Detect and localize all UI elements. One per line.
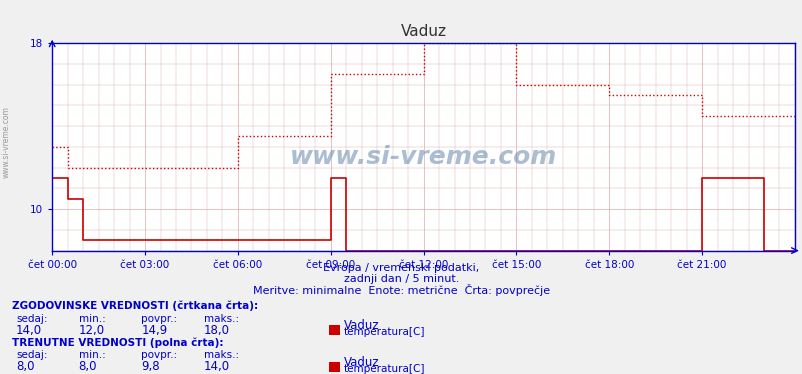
Title: Vaduz: Vaduz	[400, 24, 446, 39]
Text: ZGODOVINSKE VREDNOSTI (črtkana črta):: ZGODOVINSKE VREDNOSTI (črtkana črta):	[12, 300, 258, 310]
Text: 14,9: 14,9	[141, 324, 168, 337]
Text: 14,0: 14,0	[16, 324, 43, 337]
Text: Vaduz: Vaduz	[343, 319, 379, 332]
Text: maks.:: maks.:	[204, 350, 239, 360]
Text: www.si-vreme.com: www.si-vreme.com	[2, 106, 11, 178]
Text: min.:: min.:	[79, 314, 105, 324]
Text: 9,8: 9,8	[141, 360, 160, 373]
Text: www.si-vreme.com: www.si-vreme.com	[290, 145, 557, 169]
Text: povpr.:: povpr.:	[141, 350, 177, 360]
Text: 8,0: 8,0	[16, 360, 34, 373]
Text: min.:: min.:	[79, 350, 105, 360]
Text: povpr.:: povpr.:	[141, 314, 177, 324]
Text: 12,0: 12,0	[79, 324, 105, 337]
Text: temperatura[C]: temperatura[C]	[343, 364, 424, 374]
Text: sedaj:: sedaj:	[16, 314, 47, 324]
Text: 14,0: 14,0	[204, 360, 230, 373]
Text: 18,0: 18,0	[204, 324, 229, 337]
Text: Vaduz: Vaduz	[343, 356, 379, 369]
Text: sedaj:: sedaj:	[16, 350, 47, 360]
Text: Meritve: minimalne  Enote: metrične  Črta: povprečje: Meritve: minimalne Enote: metrične Črta:…	[253, 283, 549, 295]
Text: Evropa / vremenski podatki,: Evropa / vremenski podatki,	[323, 263, 479, 273]
Text: zadnji dan / 5 minut.: zadnji dan / 5 minut.	[343, 275, 459, 284]
Text: maks.:: maks.:	[204, 314, 239, 324]
Text: temperatura[C]: temperatura[C]	[343, 328, 424, 337]
Text: TRENUTNE VREDNOSTI (polna črta):: TRENUTNE VREDNOSTI (polna črta):	[12, 337, 223, 348]
Text: 8,0: 8,0	[79, 360, 97, 373]
